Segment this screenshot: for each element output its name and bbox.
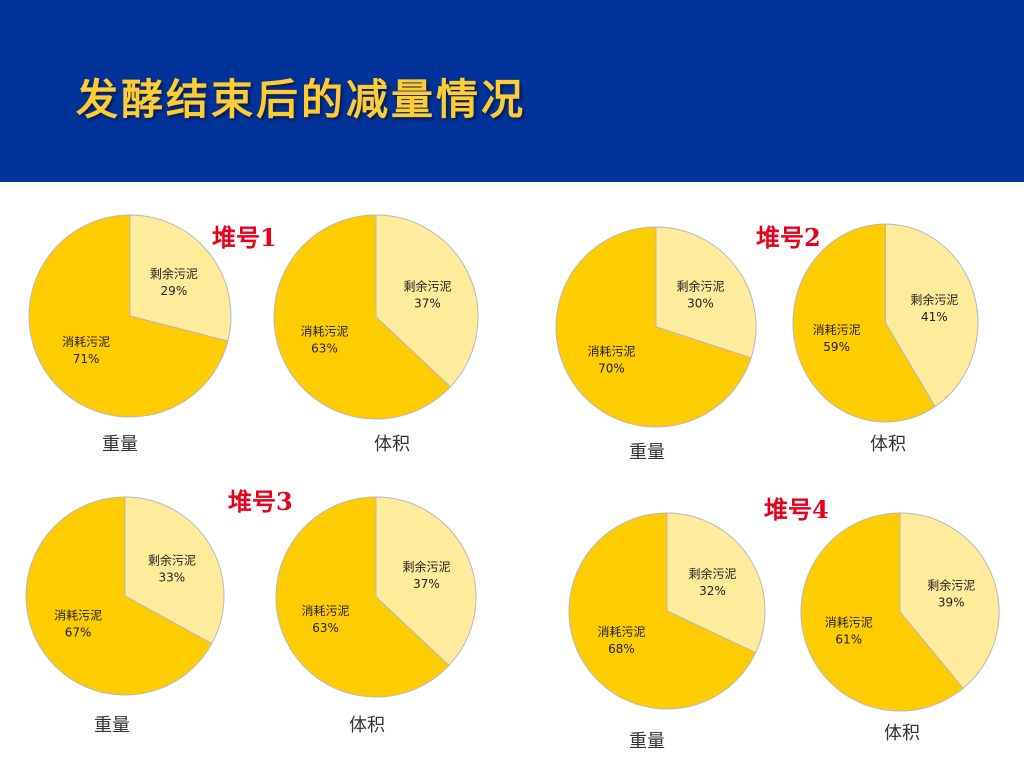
pie-value-label: 61% (835, 632, 862, 646)
pie-slice-remaining-sludge (885, 223, 979, 408)
pie-value-label: 32% (699, 584, 726, 598)
pie-value-label: 33% (159, 570, 186, 584)
pie-slice-consumed-sludge (568, 512, 757, 710)
pie-chart-pile1-volume: 剩余污泥 37% 消耗污泥 63% (273, 214, 479, 420)
pie-chart-pile4-weight: 剩余污泥 32% 消耗污泥 68% (568, 512, 766, 710)
pie-value-label: 70% (598, 361, 625, 375)
chart-caption-pile1-volume: 体积 (374, 434, 410, 455)
pie-slice-consumed-sludge (25, 496, 213, 696)
pie-chart-pile3-weight: 剩余污泥 33% 消耗污泥 67% (25, 496, 225, 696)
pie-category-label: 剩余污泥 (676, 279, 724, 294)
pie-slice-consumed-sludge (273, 214, 452, 420)
pie-chart-pile3-volume: 剩余污泥 37% 消耗污泥 63% (275, 496, 477, 698)
pie-value-label: 59% (823, 340, 850, 354)
pie-chart-pile4-volume: 剩余污泥 39% 消耗污泥 61% (800, 512, 1000, 712)
title-banner: 发酵结束后的减量情况 (0, 0, 1024, 182)
pie-slice-consumed-sludge (792, 223, 936, 423)
pie-slice-remaining-sludge (899, 512, 1000, 689)
chart-caption-pile3-weight: 重量 (94, 715, 130, 736)
pie-slice-consumed-sludge (275, 496, 450, 698)
pie-value-label: 37% (414, 297, 441, 311)
pie-category-label: 消耗污泥 (54, 609, 102, 623)
chart-caption-pile3-volume: 体积 (349, 715, 385, 736)
pie-category-label: 剩余污泥 (402, 559, 450, 574)
pie-category-label: 消耗污泥 (813, 323, 861, 337)
pie-chart-pile1-weight: 剩余污泥 29% 消耗污泥 71% (28, 214, 232, 418)
pie-slice-remaining-sludge (129, 214, 232, 342)
slide-title: 发酵结束后的减量情况 (76, 75, 527, 124)
pie-category-label: 消耗污泥 (301, 324, 349, 338)
pile-label-2: 堆号2 (756, 223, 821, 252)
chart-caption-pile2-volume: 体积 (870, 434, 906, 455)
pie-slice-remaining-sludge (124, 496, 225, 645)
pie-value-label: 41% (921, 310, 948, 324)
pie-value-label: 63% (312, 621, 339, 635)
pie-category-label: 消耗污泥 (587, 344, 635, 358)
pie-value-label: 29% (161, 284, 188, 298)
chart-caption-pile4-weight: 重量 (629, 731, 665, 752)
pie-value-label: 30% (687, 297, 714, 311)
chart-caption-pile2-weight: 重量 (629, 442, 665, 463)
pie-category-label: 剩余污泥 (910, 292, 958, 307)
pie-slice-consumed-sludge (800, 512, 964, 712)
pile-label-3: 堆号3 (228, 487, 293, 516)
pie-value-label: 37% (413, 577, 440, 591)
pie-category-label: 剩余污泥 (689, 566, 737, 581)
pie-category-label: 消耗污泥 (302, 604, 350, 618)
pie-category-label: 消耗污泥 (597, 625, 645, 639)
pie-slice-consumed-sludge (28, 214, 229, 418)
pile-label-4: 堆号4 (764, 495, 829, 524)
pie-category-label: 剩余污泥 (148, 552, 196, 567)
pile-label-1: 堆号1 (212, 223, 277, 252)
pie-category-label: 消耗污泥 (825, 615, 873, 629)
pie-chart-pile2-volume: 剩余污泥 41% 消耗污泥 59% (792, 223, 979, 423)
pie-value-label: 39% (938, 596, 965, 610)
pie-slice-remaining-sludge (655, 226, 757, 359)
pie-category-label: 剩余污泥 (403, 279, 451, 294)
pie-slice-remaining-sludge (375, 496, 477, 667)
pie-chart-pile2-weight: 剩余污泥 30% 消耗污泥 70% (555, 226, 757, 428)
pie-slice-remaining-sludge (375, 214, 479, 388)
pie-value-label: 63% (311, 341, 338, 355)
pie-slice-remaining-sludge (666, 512, 766, 654)
pie-slice-consumed-sludge (555, 226, 752, 428)
pie-category-label: 消耗污泥 (62, 335, 110, 349)
chart-caption-pile1-weight: 重量 (102, 434, 138, 455)
chart-caption-pile4-volume: 体积 (884, 723, 920, 744)
pie-category-label: 剩余污泥 (150, 266, 198, 281)
pie-value-label: 67% (65, 626, 92, 640)
pie-category-label: 剩余污泥 (927, 578, 975, 593)
pie-value-label: 71% (73, 352, 100, 366)
pie-value-label: 68% (608, 642, 635, 656)
